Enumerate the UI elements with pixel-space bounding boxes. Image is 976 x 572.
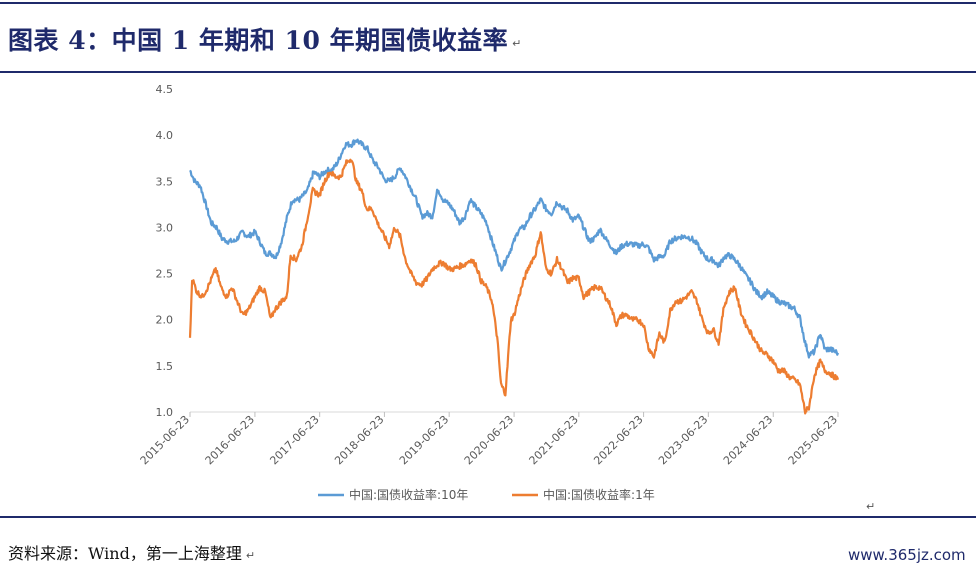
x-tick-label: 2018-06-23 <box>332 413 386 467</box>
x-tick-label: 2019-06-23 <box>397 413 451 467</box>
series-layer <box>188 138 840 415</box>
axis-layer: 1.0 1.5 2.0 2.5 3.0 3.5 4.0 4.5 2015-06-23 2016-0… <box>138 83 840 467</box>
legend-label: 中国:国债收益率:1年 <box>543 487 655 502</box>
x-tick-label: 2025-06-23 <box>786 413 840 467</box>
source-line: 资料来源：Wind，第一上海整理 ↵ <box>8 540 255 564</box>
x-tick-label: 2023-06-23 <box>656 413 710 467</box>
legend-label: 中国:国债收益率:10年 <box>349 487 468 502</box>
x-tick-label: 2021-06-23 <box>527 413 581 467</box>
y-tick-label: 1.0 <box>156 406 174 419</box>
y-tick-label: 1.5 <box>156 360 174 373</box>
x-tick-label: 2017-06-23 <box>267 413 321 467</box>
series-line-10y <box>189 138 840 359</box>
x-tick-label: 2016-06-23 <box>203 413 257 467</box>
y-tick-label: 4.5 <box>156 83 174 96</box>
line-chart: 1.0 1.5 2.0 2.5 3.0 3.5 4.0 4.5 2015-06-23 2016-0… <box>138 83 840 502</box>
x-tick-label: 2022-06-23 <box>591 413 645 467</box>
y-tick-label: 2.5 <box>156 268 174 281</box>
series-line-1y <box>188 158 840 415</box>
note-paragraph-mark-icon: ↵ <box>866 500 876 513</box>
source-paragraph-mark-icon: ↵ <box>245 548 256 562</box>
paragraph-mark-icon: ↵ <box>512 36 522 50</box>
title-rule <box>0 71 976 73</box>
x-tick-label: 2015-06-23 <box>138 413 192 467</box>
y-tick-label: 3.0 <box>156 221 174 234</box>
chart-title: 图表 4：中国 1 年期和 10 年期国债收益率 <box>8 26 509 55</box>
x-tick-label: 2024-06-23 <box>721 413 775 467</box>
y-tick-label: 4.0 <box>156 129 174 142</box>
legend: 中国:国债收益率:10年 中国:国债收益率:1年 <box>318 487 655 502</box>
watermark: www.365jz.com <box>848 546 966 564</box>
y-tick-label: 3.5 <box>156 175 174 188</box>
x-tick-label: 2020-06-23 <box>462 413 516 467</box>
source-text: 资料来源：Wind，第一上海整理 <box>8 544 242 563</box>
header: 图表 4：中国 1 年期和 10 年期国债收益率 ↵ <box>8 22 521 56</box>
y-tick-label: 2.0 <box>156 314 174 327</box>
bottom-rule <box>0 516 976 518</box>
top-rule <box>0 2 976 4</box>
